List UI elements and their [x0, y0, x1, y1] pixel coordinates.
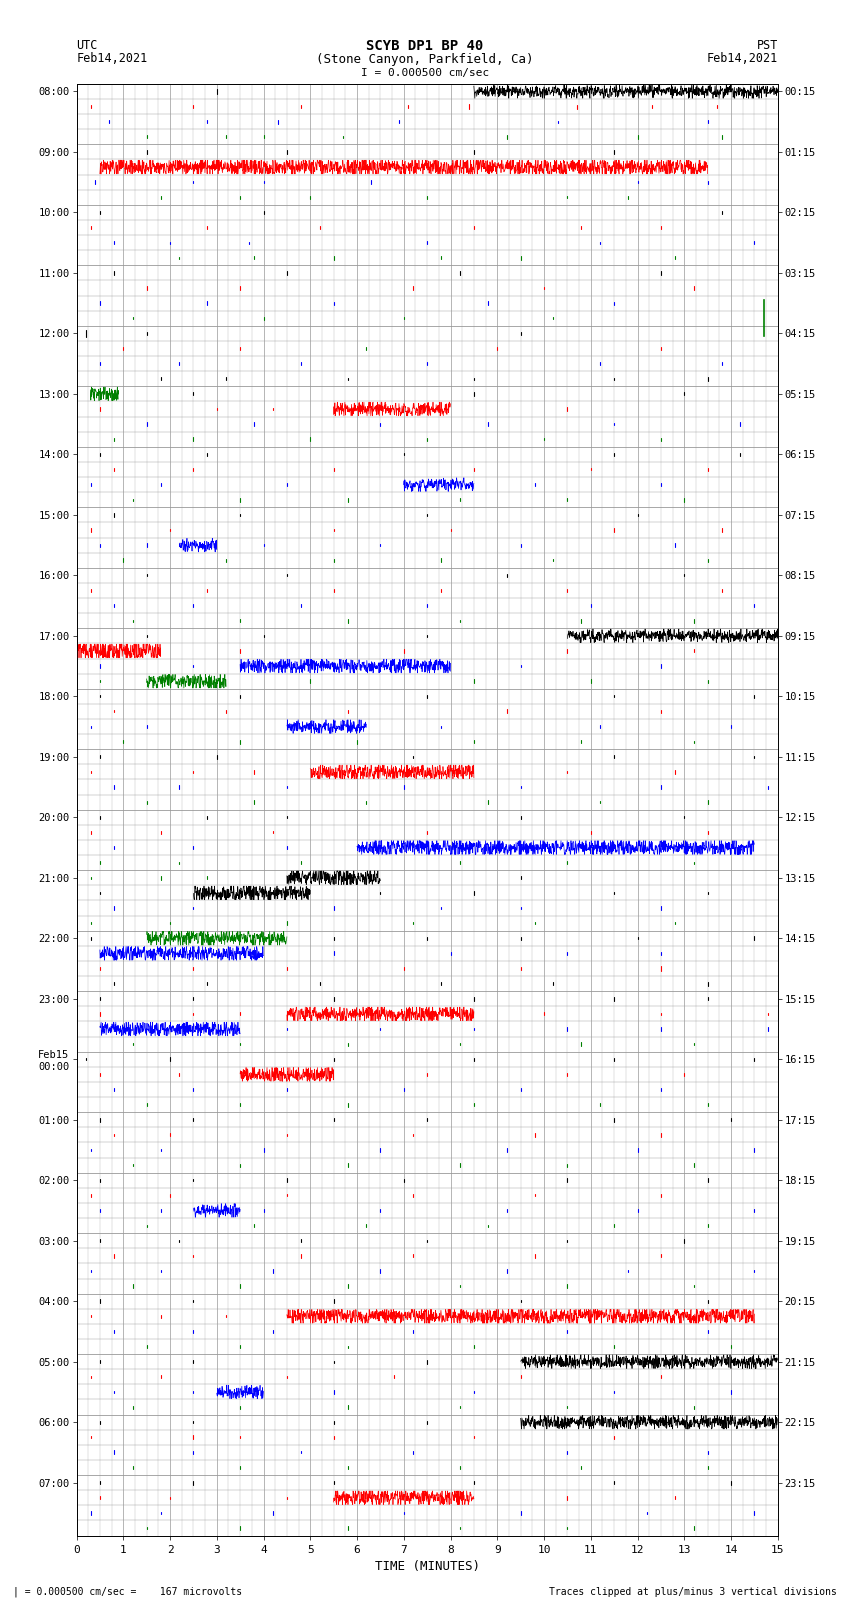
- Text: PST: PST: [756, 39, 778, 52]
- X-axis label: TIME (MINUTES): TIME (MINUTES): [375, 1560, 479, 1573]
- Text: | = 0.000500 cm/sec =    167 microvolts: | = 0.000500 cm/sec = 167 microvolts: [13, 1586, 242, 1597]
- Text: Feb14,2021: Feb14,2021: [76, 52, 148, 65]
- Text: SCYB DP1 BP 40: SCYB DP1 BP 40: [366, 39, 484, 53]
- Text: Feb14,2021: Feb14,2021: [706, 52, 778, 65]
- Text: UTC: UTC: [76, 39, 98, 52]
- Text: Traces clipped at plus/minus 3 vertical divisions: Traces clipped at plus/minus 3 vertical …: [549, 1587, 837, 1597]
- Text: (Stone Canyon, Parkfield, Ca): (Stone Canyon, Parkfield, Ca): [316, 53, 534, 66]
- Text: I = 0.000500 cm/sec: I = 0.000500 cm/sec: [361, 68, 489, 77]
